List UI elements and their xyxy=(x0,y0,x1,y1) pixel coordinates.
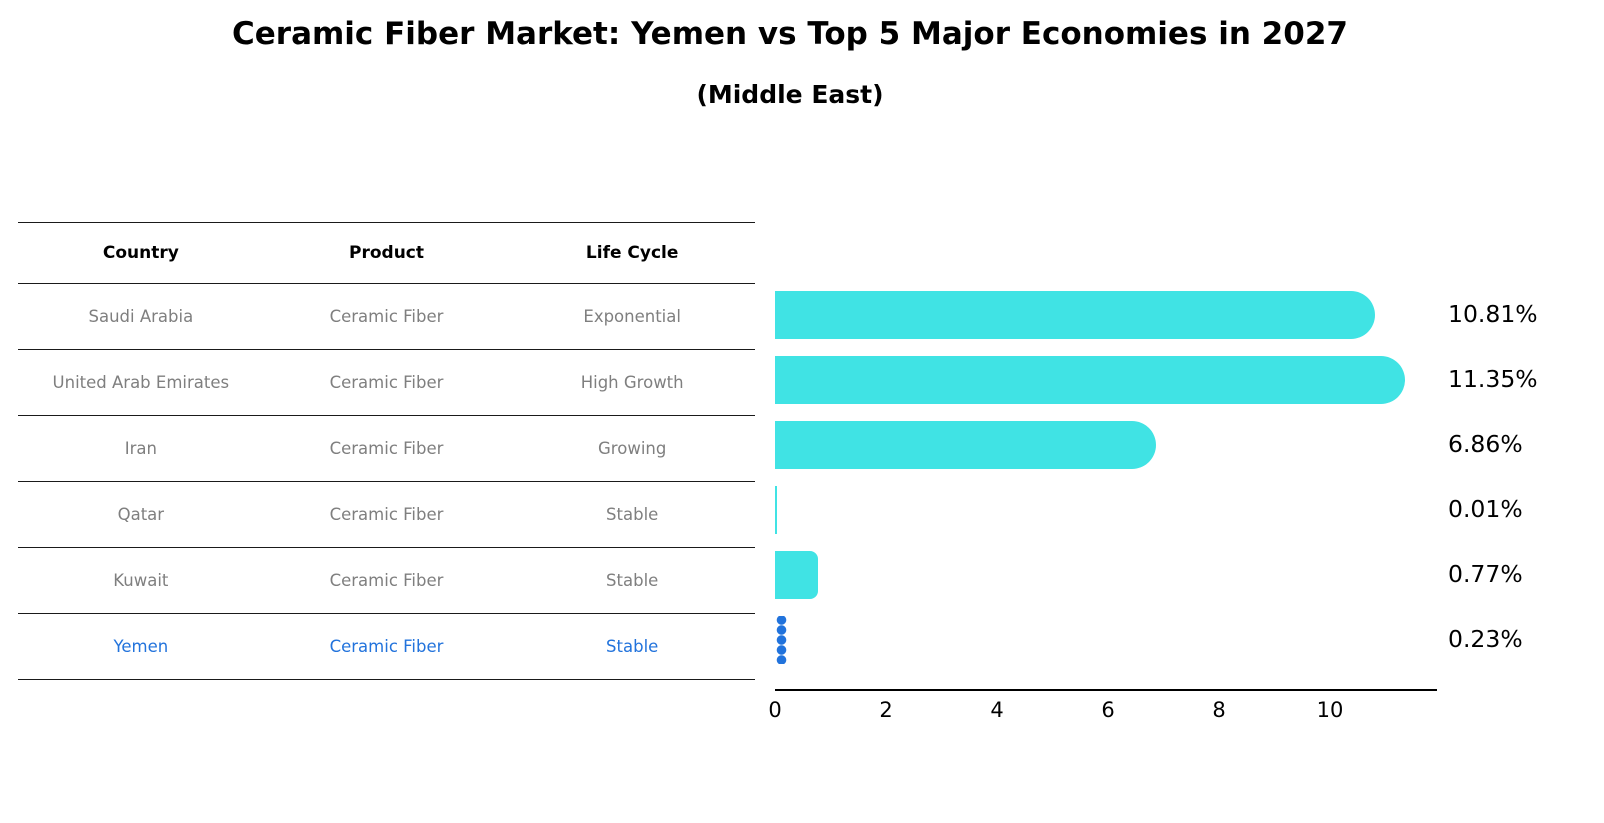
bar-iran xyxy=(775,421,1156,469)
cell-life-cycle: Stable xyxy=(606,637,659,656)
value-label: 6.86% xyxy=(1448,430,1523,458)
x-tick-label: 0 xyxy=(768,698,782,722)
x-tick-label: 4 xyxy=(990,698,1004,722)
bar-saudi-arabia xyxy=(775,291,1375,339)
table-row: Qatar Ceramic Fiber Stable xyxy=(18,482,755,548)
cell-country: Qatar xyxy=(117,505,165,524)
cell-product: Ceramic Fiber xyxy=(329,637,444,656)
bar-qatar xyxy=(775,486,777,534)
table-row: Kuwait Ceramic Fiber Stable xyxy=(18,548,755,614)
bar-united-arab-emirates xyxy=(775,356,1405,404)
cell-life-cycle: Exponential xyxy=(583,307,681,326)
cell-life-cycle: Stable xyxy=(606,571,659,590)
chart-title: Ceramic Fiber Market: Yemen vs Top 5 Maj… xyxy=(232,16,1348,52)
value-label: 10.81% xyxy=(1448,300,1538,328)
value-label: 0.01% xyxy=(1448,495,1523,523)
data-table: Country Product Life Cycle Saudi Arabia … xyxy=(18,222,755,680)
bar-kuwait xyxy=(775,551,818,599)
table-row: Saudi Arabia Ceramic Fiber Exponential xyxy=(18,284,755,350)
table-row: Iran Ceramic Fiber Growing xyxy=(18,416,755,482)
cell-life-cycle: Growing xyxy=(598,439,667,458)
cell-product: Ceramic Fiber xyxy=(329,571,444,590)
value-label: 0.77% xyxy=(1448,560,1523,588)
column-header-country: Country xyxy=(102,243,179,263)
cell-life-cycle: High Growth xyxy=(580,373,684,392)
value-label: 11.35% xyxy=(1448,365,1538,393)
table-row: United Arab Emirates Ceramic Fiber High … xyxy=(18,350,755,416)
x-tick-label: 10 xyxy=(1316,698,1344,722)
table-header-row: Country Product Life Cycle xyxy=(18,222,755,284)
column-header-product: Product xyxy=(349,243,424,263)
chart-subtitle: (Middle East) xyxy=(696,80,884,109)
cell-country: Yemen xyxy=(113,637,169,656)
table-row-yemen: Yemen Ceramic Fiber Stable xyxy=(18,614,755,680)
cell-life-cycle: Stable xyxy=(606,505,659,524)
cell-country: United Arab Emirates xyxy=(52,373,230,392)
cell-product: Ceramic Fiber xyxy=(329,439,444,458)
x-tick-label: 6 xyxy=(1101,698,1115,722)
x-tick-label: 2 xyxy=(879,698,893,722)
x-axis-line xyxy=(775,689,1437,691)
bar-yemen xyxy=(775,616,788,664)
column-header-life-cycle: Life Cycle xyxy=(585,243,679,263)
cell-country: Iran xyxy=(124,439,157,458)
cell-product: Ceramic Fiber xyxy=(329,373,444,392)
x-tick-label: 8 xyxy=(1212,698,1226,722)
cell-country: Saudi Arabia xyxy=(88,307,194,326)
cell-country: Kuwait xyxy=(113,571,169,590)
cell-product: Ceramic Fiber xyxy=(329,505,444,524)
value-label: 0.23% xyxy=(1448,625,1523,653)
cell-product: Ceramic Fiber xyxy=(329,307,444,326)
